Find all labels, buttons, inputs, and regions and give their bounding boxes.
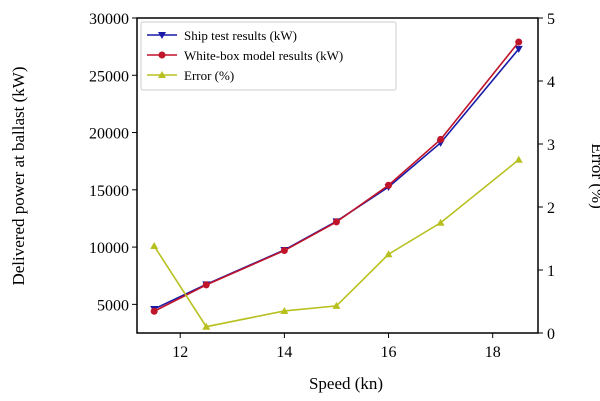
- data-point-1: [202, 281, 210, 289]
- y2-tick-label: 1: [547, 263, 555, 280]
- legend-marker-0: [158, 32, 166, 39]
- y-tick-label: 25000: [89, 68, 129, 85]
- data-point-1: [385, 181, 393, 189]
- data-point-2: [280, 306, 289, 314]
- data-point-2: [150, 242, 159, 250]
- legend-marker-1: [158, 51, 166, 59]
- y-axis-label: Delivered power at ballast (kW): [9, 66, 28, 285]
- data-point-2: [436, 218, 445, 226]
- data-point-1: [150, 307, 158, 315]
- y2-tick-label: 4: [547, 74, 555, 91]
- data-point-1: [280, 247, 288, 255]
- x-tick-label: 14: [276, 344, 292, 361]
- x-tick-label: 18: [485, 344, 501, 361]
- y2-tick-label: 3: [547, 137, 555, 154]
- data-point-2: [384, 250, 393, 258]
- legend-label-1: White-box model results (kW): [184, 48, 343, 63]
- x-tick-label: 12: [172, 344, 188, 361]
- y-tick-label: 15000: [89, 183, 129, 200]
- x-tick-label: 16: [381, 344, 397, 361]
- y2-tick-label: 5: [547, 11, 555, 28]
- legend-box: [140, 21, 397, 91]
- y2-tick-label: 0: [547, 326, 555, 343]
- y-tick-label: 20000: [89, 126, 129, 143]
- legend-label-2: Error (%): [184, 68, 234, 83]
- legend-marker-2: [158, 71, 166, 78]
- data-point-2: [514, 155, 523, 163]
- y-tick-label: 30000: [89, 11, 129, 28]
- legend-label-0: Ship test results (kW): [184, 28, 297, 43]
- data-point-1: [515, 38, 523, 46]
- y-tick-label: 5000: [97, 297, 129, 314]
- y2-axis-label: Error (%): [588, 143, 600, 209]
- data-point-1: [332, 218, 340, 226]
- y-tick-label: 10000: [89, 240, 129, 257]
- x-axis-label: Speed (kn): [309, 374, 383, 393]
- y2-tick-label: 2: [547, 200, 555, 217]
- data-point-2: [202, 322, 211, 330]
- data-point-2: [332, 301, 341, 309]
- data-point-1: [437, 135, 445, 143]
- data-point-0: [514, 45, 523, 53]
